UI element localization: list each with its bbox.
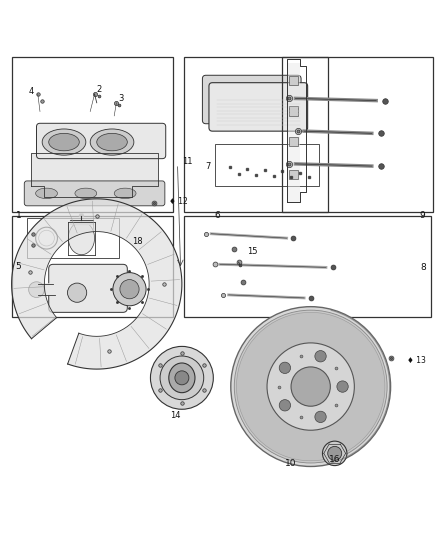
Polygon shape (35, 284, 55, 295)
Bar (289, 137, 297, 147)
Bar (12, 57, 173, 212)
Text: 14: 14 (170, 411, 180, 421)
Bar (12, 216, 173, 317)
Ellipse shape (315, 411, 326, 423)
Text: 1: 1 (16, 211, 22, 220)
Ellipse shape (160, 356, 204, 400)
Text: 6: 6 (215, 211, 220, 220)
Polygon shape (12, 199, 182, 369)
Ellipse shape (35, 188, 57, 199)
Ellipse shape (49, 133, 79, 151)
Text: 11: 11 (182, 157, 192, 166)
Text: 18: 18 (132, 237, 142, 246)
Bar (283, 57, 433, 212)
FancyBboxPatch shape (202, 75, 301, 124)
FancyBboxPatch shape (36, 123, 166, 159)
Polygon shape (79, 214, 84, 216)
Polygon shape (70, 220, 93, 224)
Ellipse shape (169, 363, 195, 393)
FancyBboxPatch shape (24, 181, 165, 206)
Ellipse shape (231, 306, 391, 466)
Ellipse shape (75, 188, 97, 199)
Ellipse shape (175, 371, 189, 385)
Text: 2: 2 (97, 85, 102, 94)
Bar (289, 169, 297, 179)
Ellipse shape (114, 188, 136, 199)
Text: 10: 10 (285, 459, 297, 469)
Ellipse shape (291, 367, 330, 406)
Bar (27, 219, 119, 258)
Ellipse shape (315, 351, 326, 362)
Bar (215, 144, 319, 185)
Bar (184, 216, 431, 317)
Ellipse shape (42, 129, 86, 155)
Ellipse shape (328, 446, 342, 461)
FancyBboxPatch shape (209, 83, 307, 131)
Text: 4: 4 (29, 87, 34, 96)
Bar (289, 106, 297, 116)
Polygon shape (287, 63, 300, 202)
Text: 5: 5 (15, 262, 21, 271)
Ellipse shape (97, 133, 127, 151)
Bar (289, 76, 297, 85)
Ellipse shape (234, 310, 387, 463)
Text: 7: 7 (205, 162, 210, 171)
Text: 16: 16 (329, 455, 340, 464)
Text: ♦ 13: ♦ 13 (407, 356, 426, 365)
Ellipse shape (337, 381, 348, 392)
Ellipse shape (90, 129, 134, 155)
Text: 15: 15 (247, 247, 258, 256)
Ellipse shape (67, 283, 87, 302)
Ellipse shape (150, 346, 213, 409)
Text: 9: 9 (419, 211, 425, 220)
Text: ♦ 12: ♦ 12 (169, 197, 187, 206)
Ellipse shape (28, 282, 44, 297)
Ellipse shape (237, 312, 385, 461)
Ellipse shape (120, 280, 139, 299)
Bar (184, 57, 328, 212)
Ellipse shape (279, 400, 290, 411)
Ellipse shape (279, 362, 290, 374)
Text: 3: 3 (119, 94, 124, 103)
Ellipse shape (113, 272, 146, 306)
Ellipse shape (68, 222, 95, 255)
Ellipse shape (267, 343, 354, 430)
FancyBboxPatch shape (49, 264, 127, 312)
Polygon shape (31, 153, 158, 197)
Ellipse shape (322, 441, 347, 466)
Text: 8: 8 (420, 263, 426, 272)
